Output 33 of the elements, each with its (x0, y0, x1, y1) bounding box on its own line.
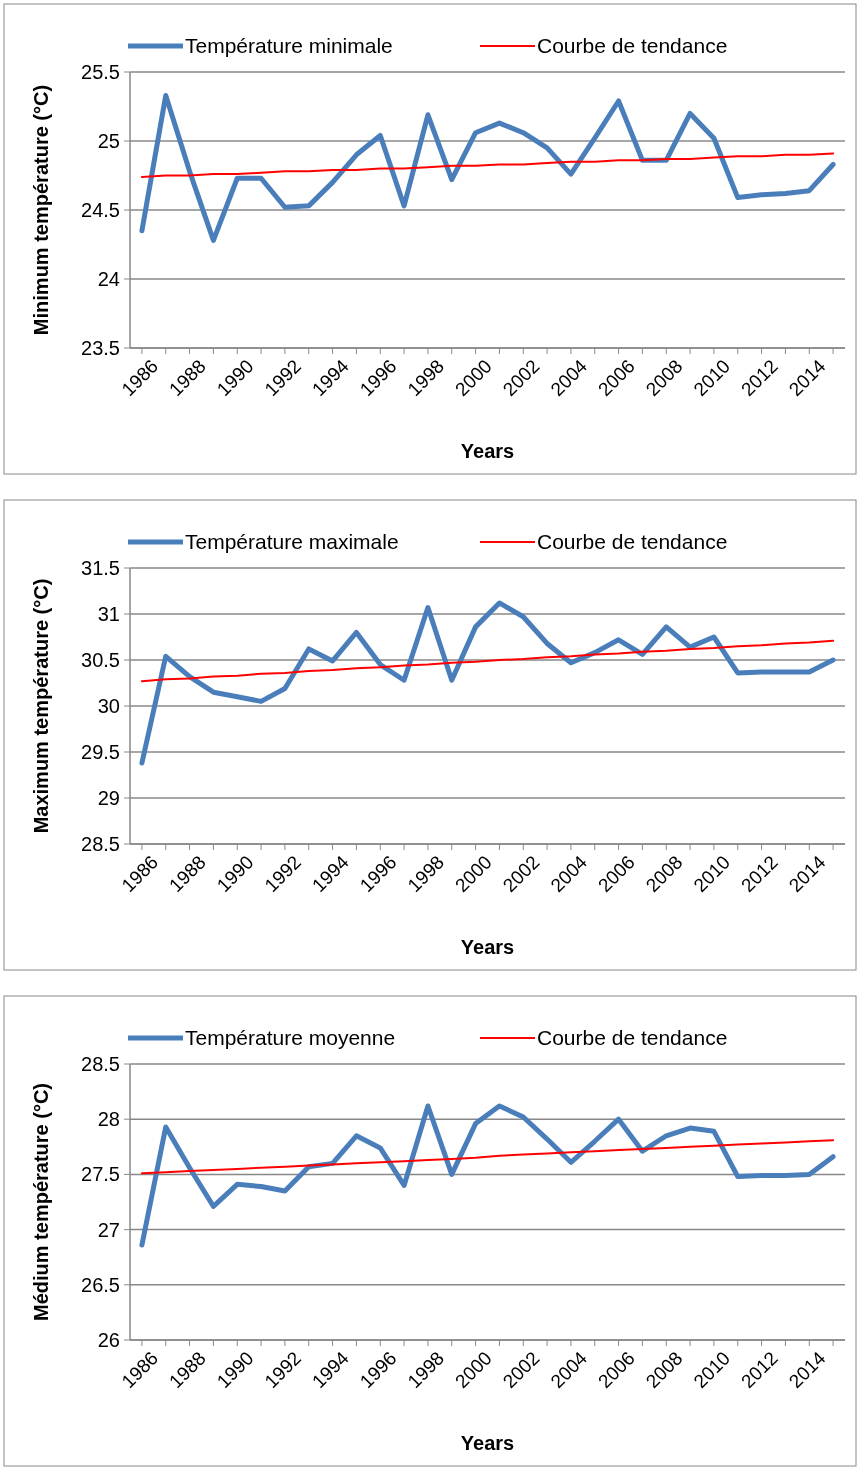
y-tick-label: 27 (97, 1218, 120, 1241)
y-axis-title: Médium température (°C) (30, 1082, 52, 1322)
legend-label: Courbe de tendance (537, 1026, 728, 1050)
y-tick-label: 31.5 (81, 557, 120, 579)
y-axis-title: Minimum température (°C) (30, 84, 52, 336)
legend-label: Température moyenne (185, 1026, 396, 1050)
legend-label: Courbe de tendance (537, 530, 728, 554)
y-tick-label: 25.5 (81, 61, 120, 83)
y-tick-label: 30.5 (81, 649, 120, 671)
line-series (140, 152, 835, 178)
y-tick-label: 27.5 (81, 1163, 120, 1186)
y-tick-label: 24 (97, 268, 120, 290)
legend-label: Température minimale (185, 34, 393, 58)
y-tick-label: 29.5 (81, 741, 120, 763)
y-tick-label: 31 (97, 603, 120, 625)
y-tick-label: 28 (97, 1108, 120, 1131)
y-tick-label: 30 (97, 695, 120, 717)
y-tick-label: 24.5 (81, 199, 120, 221)
y-tick-label: 28.5 (81, 1053, 120, 1075)
y-tick-label: 25 (97, 130, 120, 152)
legend-label: Température maximale (185, 530, 399, 554)
x-axis-title: Years (460, 936, 515, 958)
y-tick-label: 28.5 (81, 833, 120, 855)
y-tick-label: 26.5 (81, 1273, 120, 1296)
line-series (140, 1139, 835, 1175)
x-axis-title: Years (460, 440, 515, 462)
line-series (140, 639, 835, 683)
y-tick-label: 23.5 (81, 337, 120, 359)
x-axis-title: Years (460, 1432, 515, 1454)
y-tick-label: 26 (97, 1329, 120, 1351)
y-axis-title: Maximum température (°C) (30, 578, 52, 834)
y-tick-label: 29 (97, 787, 120, 809)
legend-label: Courbe de tendance (537, 34, 728, 58)
